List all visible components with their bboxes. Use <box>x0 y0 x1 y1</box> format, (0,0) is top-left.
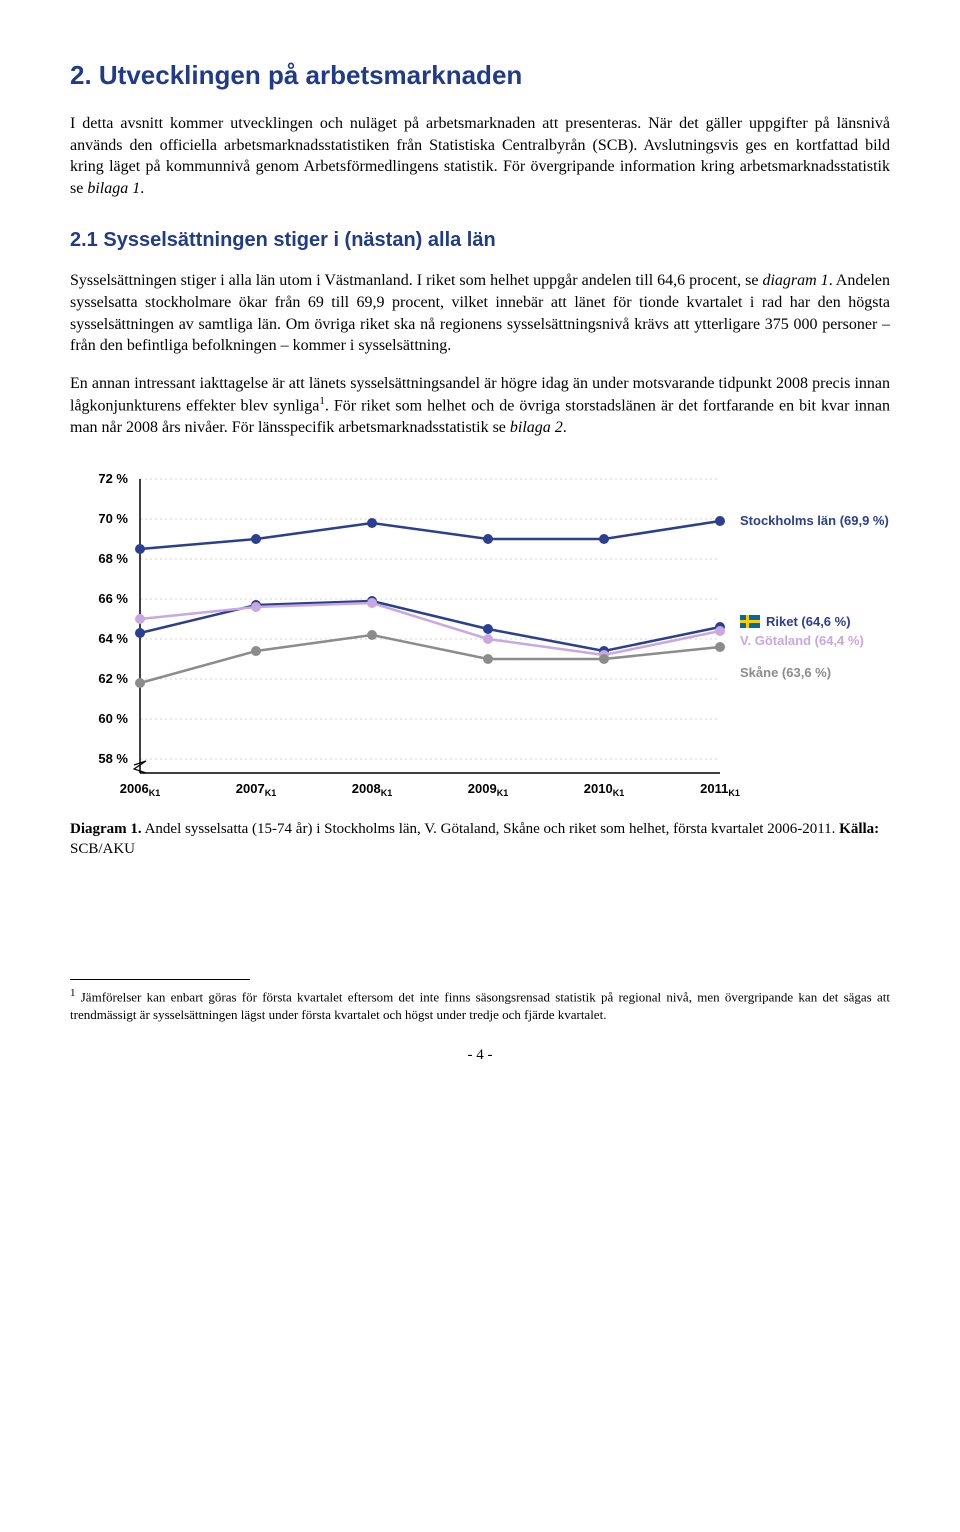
svg-text:60 %: 60 % <box>98 711 128 726</box>
footnote-text: Jämförelser kan enbart göras för första … <box>70 990 890 1022</box>
p2-ref: bilaga 2 <box>510 419 563 436</box>
svg-text:2010K1: 2010K1 <box>584 781 624 798</box>
p2-tail: . <box>563 419 567 436</box>
subsection-p2: En annan intressant iakttagelse är att l… <box>70 373 890 439</box>
svg-text:Stockholms län (69,9 %): Stockholms län (69,9 %) <box>740 513 889 528</box>
svg-text:2011K1: 2011K1 <box>700 781 740 798</box>
page-number: - 4 - <box>70 1047 890 1064</box>
subsection-p1: Sysselsättningen stiger i alla län utom … <box>70 270 890 356</box>
svg-text:Skåne (63,6 %): Skåne (63,6 %) <box>740 665 831 680</box>
p1-a: Sysselsättningen stiger i alla län utom … <box>70 272 762 289</box>
caption-source-label: Källa: <box>839 821 879 837</box>
intro-ref: bilaga 1 <box>87 180 140 197</box>
svg-text:2008K1: 2008K1 <box>352 781 392 798</box>
svg-text:2007K1: 2007K1 <box>236 781 276 798</box>
p1-ref: diagram 1 <box>762 272 828 289</box>
caption-text: Andel sysselsatta (15-74 år) i Stockholm… <box>142 821 840 837</box>
svg-text:Riket (64,6 %): Riket (64,6 %) <box>766 614 851 629</box>
footnote: 1 Jämförelser kan enbart göras för först… <box>70 986 890 1023</box>
employment-chart: 58 % 60 % 62 % 64 % 66 % 68 % 70 % 72 % 2006K1 20… <box>70 469 890 809</box>
intro-text: I detta avsnitt kommer utvecklingen och … <box>70 115 890 197</box>
chart-svg: 58 % 60 % 62 % 64 % 66 % 68 % 70 % 72 % 2006K1 20… <box>70 469 890 809</box>
caption-lead: Diagram 1. <box>70 821 142 837</box>
svg-text:72 %: 72 % <box>98 471 128 486</box>
svg-text:62 %: 62 % <box>98 671 128 686</box>
intro-paragraph: I detta avsnitt kommer utvecklingen och … <box>70 113 890 199</box>
svg-text:V. Götaland (64,4 %): V. Götaland (64,4 %) <box>740 633 864 648</box>
subsection-title: 2.1 Sysselsättningen stiger i (nästan) a… <box>70 229 890 252</box>
section-title: 2. Utvecklingen på arbetsmarknaden <box>70 60 890 91</box>
chart-caption: Diagram 1. Andel sysselsatta (15-74 år) … <box>70 819 890 860</box>
caption-source: SCB/AKU <box>70 841 135 857</box>
intro-tail: . <box>140 180 144 197</box>
footnote-rule <box>70 979 250 980</box>
svg-text:68 %: 68 % <box>98 551 128 566</box>
svg-text:58 %: 58 % <box>98 751 128 766</box>
svg-text:64 %: 64 % <box>98 631 128 646</box>
svg-text:2006K1: 2006K1 <box>120 781 160 798</box>
svg-text:2009K1: 2009K1 <box>468 781 508 798</box>
svg-text:66 %: 66 % <box>98 591 128 606</box>
svg-text:70 %: 70 % <box>98 511 128 526</box>
